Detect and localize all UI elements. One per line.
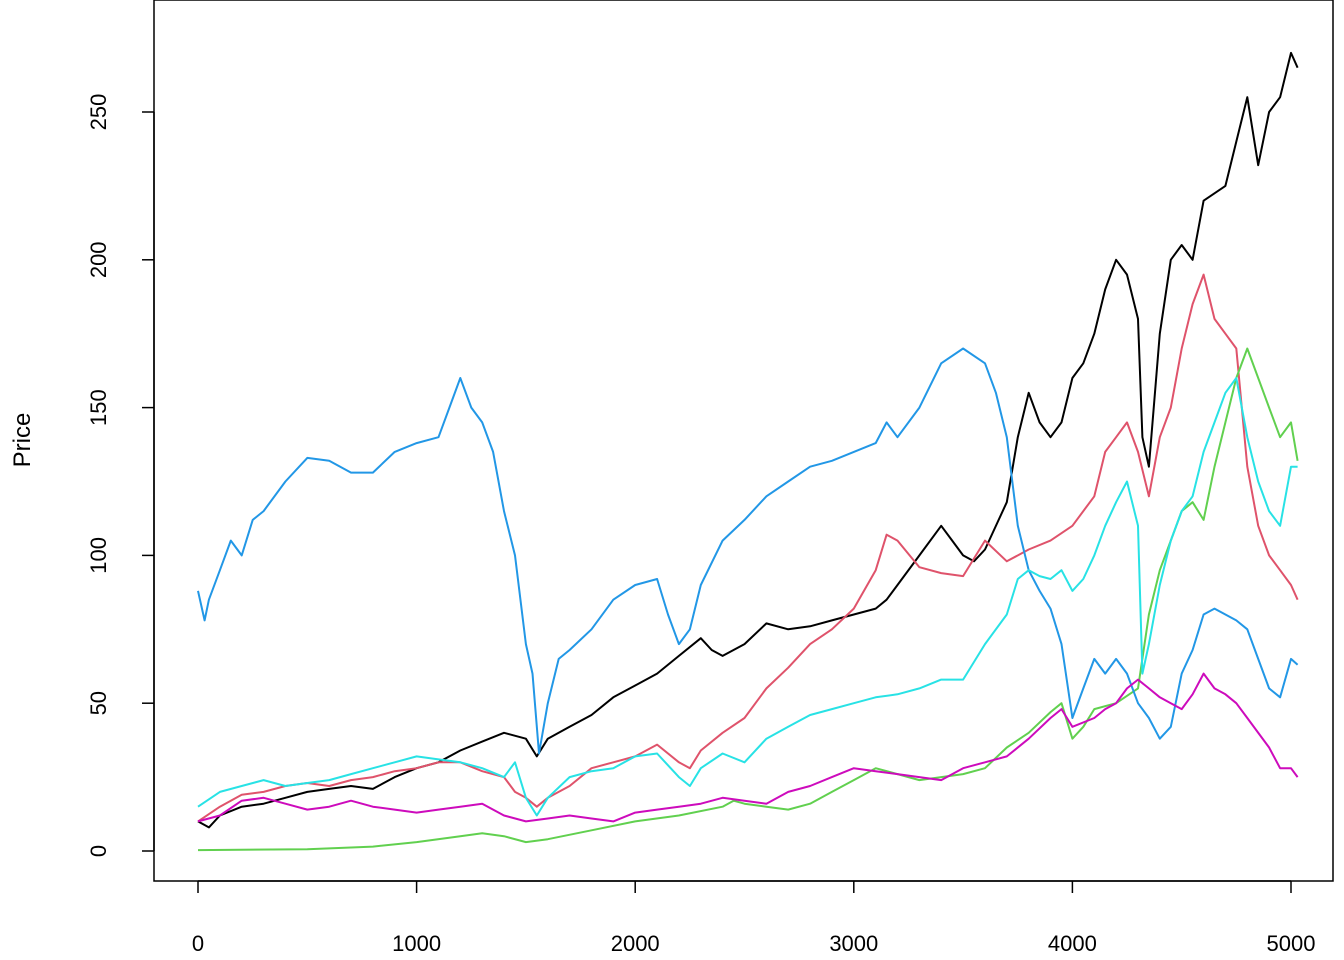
y-tick-label: 0 — [86, 845, 111, 857]
series-line-3 — [197, 347, 1299, 852]
x-tick-label: 5000 — [1267, 931, 1316, 956]
y-tick-label: 50 — [86, 691, 111, 715]
x-tick-label: 2000 — [611, 931, 660, 956]
y-tick-label: 200 — [86, 241, 111, 278]
x-axis: 0 1000 2000 3000 4000 5000 — [192, 880, 1316, 956]
y-tick-label: 250 — [86, 94, 111, 131]
y-tick-label: 150 — [86, 389, 111, 426]
x-tick-label: 4000 — [1048, 931, 1097, 956]
plot-frame — [153, 0, 1334, 882]
y-tick-label: 100 — [86, 537, 111, 574]
series-line-6 — [197, 672, 1299, 823]
series-line-5 — [197, 377, 1298, 817]
y-axis-title: Price — [9, 413, 36, 468]
series-line-2 — [197, 273, 1299, 823]
x-tick-label: 0 — [192, 931, 204, 956]
y-axis: 0 50 100 150 200 250 — [86, 94, 155, 857]
series-line-4 — [197, 347, 1299, 755]
series-layer — [197, 51, 1299, 852]
x-tick-label: 3000 — [829, 931, 878, 956]
x-tick-label: 1000 — [392, 931, 441, 956]
